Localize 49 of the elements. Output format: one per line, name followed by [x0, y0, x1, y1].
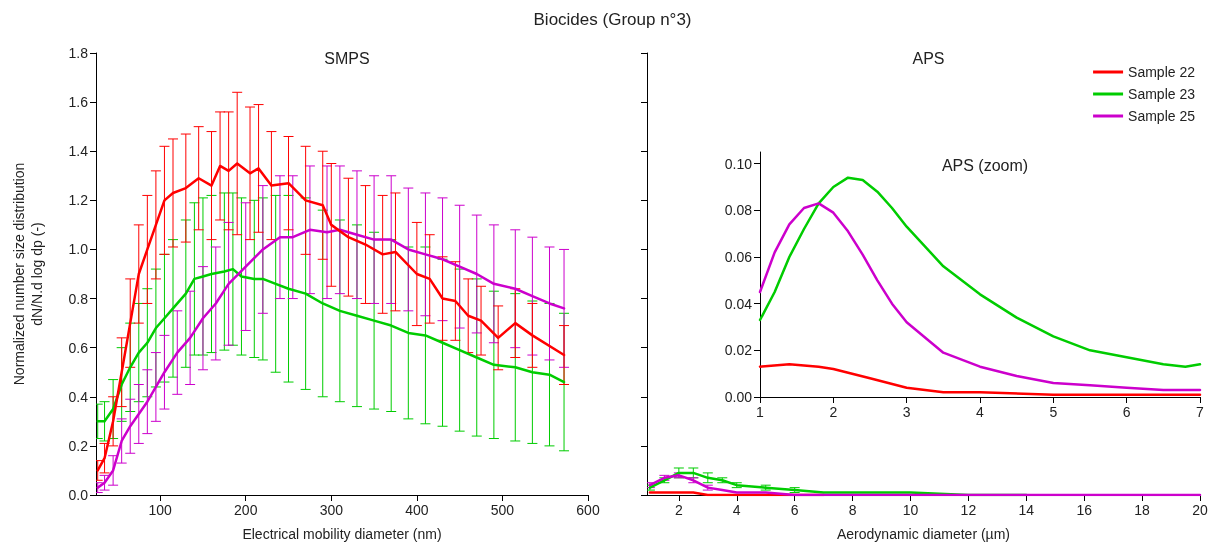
x-tick-label: 10 [902, 502, 919, 518]
x-axis-title: Electrical mobility diameter (nm) [242, 526, 442, 542]
legend-label: Sample 25 [1128, 108, 1196, 124]
x-tick-label: 600 [576, 502, 600, 518]
x-tick-label: 1 [756, 404, 765, 420]
chart-title: APS [912, 49, 945, 67]
x-tick-label: 6 [790, 502, 799, 518]
y-tick-label: 0.08 [724, 202, 753, 219]
x-tick-label: 200 [234, 502, 258, 518]
x-axis-title: Aerodynamic diameter (µm) [836, 526, 1011, 542]
y-tick-label: 1.0 [68, 241, 89, 258]
x-tick-label: 2 [674, 502, 683, 518]
y-tick-label: 0.10 [724, 155, 753, 172]
x-tick-label: 20 [1192, 502, 1208, 518]
x-tick-label: 6 [1122, 404, 1131, 420]
x-tick-label: 7 [1196, 404, 1205, 420]
y-tick-label: 0.00 [724, 389, 753, 405]
chart-title: APS (zoom) [941, 156, 1029, 174]
x-tick-label: 3 [902, 404, 911, 420]
x-tick-label: 14 [1018, 502, 1035, 518]
x-tick-label: 500 [490, 502, 515, 518]
legend-label: Sample 22 [1128, 64, 1196, 80]
x-tick-label: 12 [960, 502, 977, 518]
x-tick-label: 400 [405, 502, 429, 518]
y-tick-label: 0.2 [68, 437, 89, 454]
y-tick-label: 0.8 [68, 290, 89, 307]
y-tick-label: 0.02 [724, 342, 753, 359]
x-tick-label: 18 [1134, 502, 1151, 518]
y-tick-label: 1.2 [68, 192, 89, 209]
y-tick-label: 0.4 [68, 388, 89, 405]
y-axis-title: Normalized number size distribution dN/N.d log dp (-) [11, 162, 45, 386]
x-tick-label: 4 [732, 502, 741, 518]
y-tick-label: 1.4 [68, 143, 89, 160]
x-tick-label: 16 [1076, 502, 1093, 518]
y-tick-label: 0.0 [68, 487, 89, 503]
legend-label: Sample 23 [1128, 86, 1196, 102]
x-tick-label: 300 [319, 502, 344, 518]
y-tick-label: 0.04 [724, 295, 753, 312]
x-tick-label: 4 [976, 404, 985, 420]
x-tick-label: 100 [148, 502, 173, 518]
y-tick-label: 1.8 [68, 45, 89, 61]
y-tick-label: 0.06 [724, 249, 753, 265]
x-tick-label: 5 [1049, 404, 1058, 420]
chart-title: Biocides (Group n°3) [533, 10, 692, 29]
y-tick-label: 1.6 [68, 94, 89, 111]
x-tick-label: 8 [848, 502, 857, 518]
chart-subtitle: SMPS [324, 49, 370, 67]
y-tick-label: 0.6 [68, 339, 89, 356]
x-tick-label: 2 [829, 404, 838, 420]
